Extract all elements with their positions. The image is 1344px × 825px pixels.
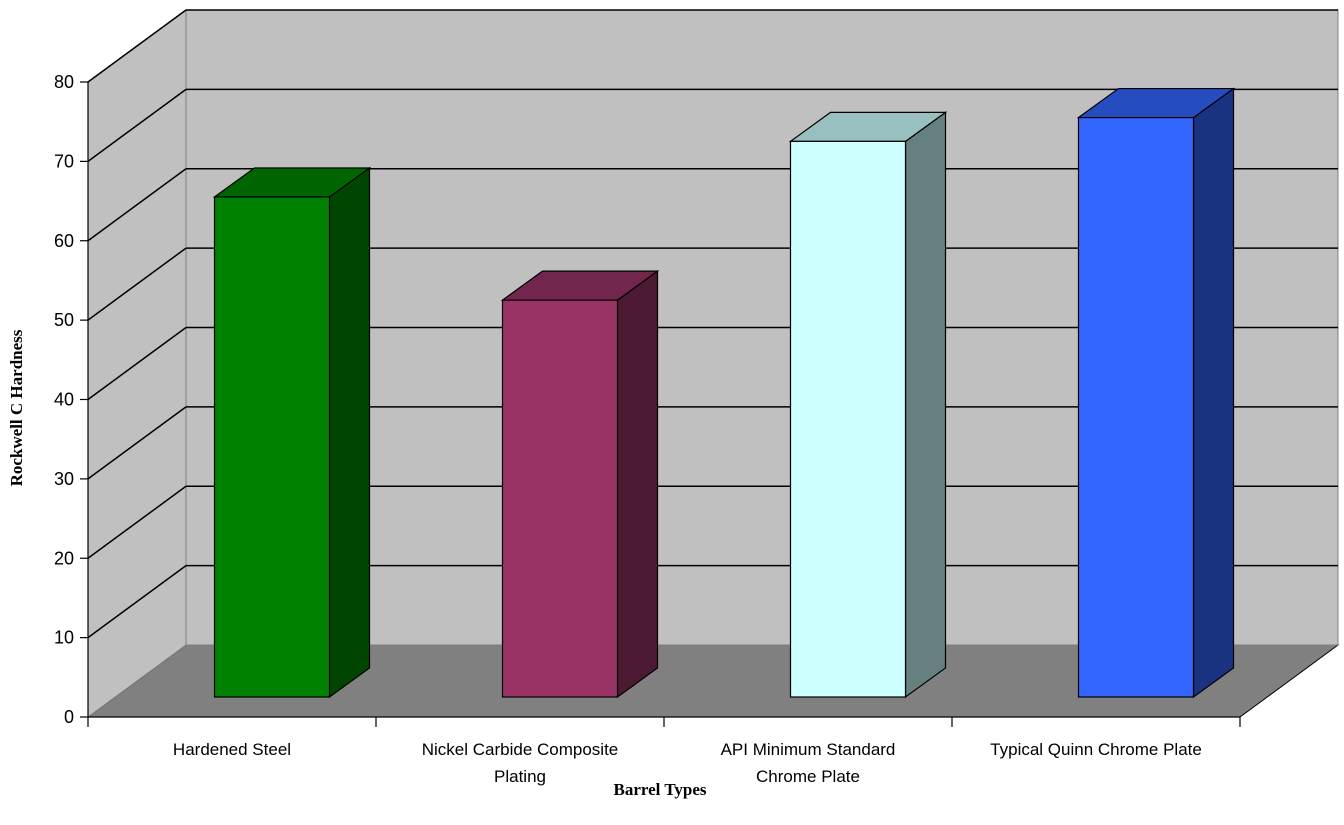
y-tick-label: 10 (54, 628, 74, 648)
bar-3 (1076, 87, 1236, 699)
y-axis-title: Rockwell C Hardness (7, 329, 26, 486)
x-tick-label: Hardened Steel (173, 740, 291, 759)
axes (80, 81, 1241, 727)
x-tick-label: Typical Quinn Chrome Plate (990, 740, 1202, 759)
x-tick-labels: Hardened Steel Nickel Carbide Composite Pl… (173, 740, 1202, 786)
bar-0 (212, 166, 372, 699)
y-tick-label: 20 (54, 548, 74, 568)
x-tick-label: API Minimum Standard Chrome Plate (721, 740, 896, 786)
gridline-side (87, 168, 187, 242)
gridline-side (87, 485, 187, 559)
y-tick-label: 40 (54, 390, 74, 410)
bar-1 (500, 269, 660, 699)
gridline-side (87, 406, 187, 480)
bar-side (1192, 87, 1235, 699)
gridline-side (87, 88, 187, 162)
bar-front (213, 196, 331, 698)
y-tick-label: 80 (54, 72, 74, 92)
y-tick-label: 50 (54, 310, 74, 330)
bar-front (1077, 116, 1195, 698)
bars (212, 87, 1236, 699)
y-tick-label: 60 (54, 231, 74, 251)
bar-side (616, 269, 659, 699)
gridline-side (87, 565, 187, 639)
y-tick-label: 70 (54, 151, 74, 171)
bar-front (789, 140, 907, 698)
bar-side (328, 166, 371, 699)
x-tick-label: Nickel Carbide Composite Plating (422, 740, 619, 786)
gridline-side (87, 247, 187, 321)
x-axis-title: Barrel Types (613, 780, 706, 799)
gridline-side (87, 9, 187, 83)
y-tick-label: 30 (54, 469, 74, 489)
bar-2 (788, 111, 948, 699)
y-tick-label: 0 (64, 707, 74, 727)
gridline-side (87, 326, 187, 401)
y-tick-labels: 0 10 20 30 40 50 60 70 80 (54, 72, 74, 727)
bar-side (904, 111, 947, 699)
bar-front (501, 299, 619, 698)
